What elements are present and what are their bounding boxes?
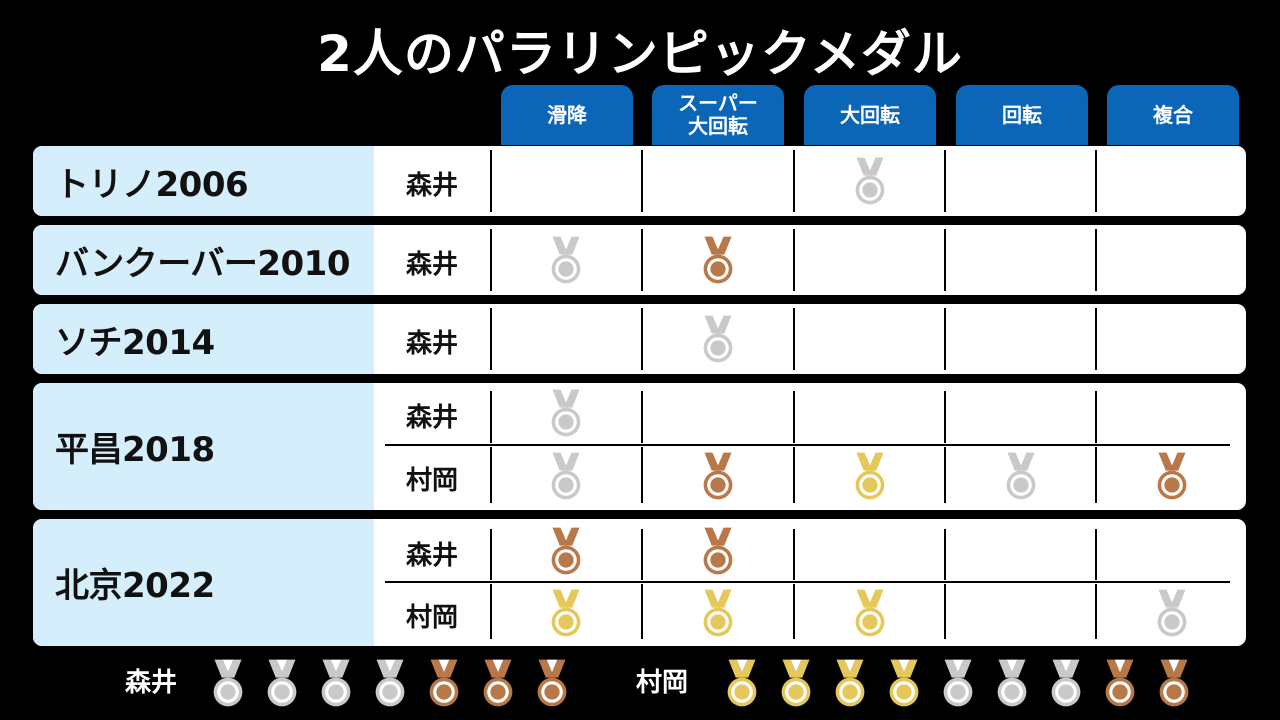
gold-medal-icon bbox=[852, 586, 888, 644]
game-label: ソチ2014 bbox=[33, 304, 374, 374]
column-divider bbox=[641, 308, 643, 370]
column-divider bbox=[1095, 529, 1097, 580]
silver-medal-icon bbox=[548, 449, 584, 507]
gold-medal-icon bbox=[778, 655, 814, 715]
game-row-card: 北京2022 森井村岡 bbox=[33, 519, 1246, 646]
column-divider bbox=[793, 584, 795, 639]
column-divider bbox=[641, 447, 643, 503]
game-label: 平昌2018 bbox=[33, 383, 374, 510]
game-row-card: ソチ2014 森井 bbox=[33, 304, 1246, 374]
athlete-name: 森井 bbox=[405, 250, 458, 280]
column-divider bbox=[641, 150, 643, 212]
column-divider bbox=[641, 391, 643, 443]
column-header-downhill: 滑降 bbox=[501, 85, 633, 145]
silver-medal-icon bbox=[1048, 655, 1084, 715]
totals-athlete-name: 森井 bbox=[125, 668, 178, 698]
column-divider bbox=[490, 447, 492, 503]
column-divider bbox=[793, 308, 795, 370]
column-divider bbox=[490, 529, 492, 580]
column-divider bbox=[944, 529, 946, 580]
silver-medal-icon bbox=[264, 655, 300, 715]
silver-medal-icon bbox=[940, 655, 976, 715]
athlete-name: 森井 bbox=[405, 403, 458, 433]
column-divider bbox=[793, 447, 795, 503]
row-divider bbox=[385, 581, 1230, 583]
gold-medal-icon bbox=[724, 655, 760, 715]
silver-medal-icon bbox=[1003, 449, 1039, 507]
page-title: 2人のパラリンピックメダル bbox=[317, 25, 963, 83]
game-label: バンクーバー2010 bbox=[33, 225, 374, 295]
silver-medal-icon bbox=[1154, 586, 1190, 644]
bronze-medal-icon bbox=[1154, 449, 1190, 507]
column-divider bbox=[490, 584, 492, 639]
column-divider bbox=[1095, 584, 1097, 639]
column-divider bbox=[1095, 229, 1097, 291]
column-divider bbox=[490, 308, 492, 370]
game-row-card: トリノ2006 森井 bbox=[33, 146, 1246, 216]
row-divider bbox=[385, 444, 1230, 446]
athlete-name: 森井 bbox=[405, 329, 458, 359]
column-divider bbox=[1095, 308, 1097, 370]
totals-athlete-name: 村岡 bbox=[636, 668, 689, 698]
column-divider bbox=[793, 229, 795, 291]
gold-medal-icon bbox=[852, 449, 888, 507]
column-header-super-g: スーパー 大回転 bbox=[652, 85, 784, 145]
column-divider bbox=[944, 308, 946, 370]
column-divider bbox=[1095, 150, 1097, 212]
bronze-medal-icon bbox=[426, 655, 462, 715]
column-divider bbox=[1095, 391, 1097, 443]
silver-medal-icon bbox=[210, 655, 246, 715]
bronze-medal-icon bbox=[1102, 655, 1138, 715]
gold-medal-icon bbox=[548, 586, 584, 644]
column-divider bbox=[641, 584, 643, 639]
bronze-medal-icon bbox=[1156, 655, 1192, 715]
column-divider bbox=[793, 529, 795, 580]
bronze-medal-icon bbox=[700, 449, 736, 507]
column-divider bbox=[1095, 447, 1097, 503]
column-divider bbox=[793, 391, 795, 443]
gold-medal-icon bbox=[886, 655, 922, 715]
column-divider bbox=[944, 447, 946, 503]
silver-medal-icon bbox=[994, 655, 1030, 715]
gold-medal-icon bbox=[700, 586, 736, 644]
column-divider bbox=[944, 391, 946, 443]
silver-medal-icon bbox=[548, 386, 584, 444]
game-row-card: バンクーバー2010 森井 bbox=[33, 225, 1246, 295]
game-row-card: 平昌2018 森井村岡 bbox=[33, 383, 1246, 510]
column-header-giant-slalom: 大回転 bbox=[804, 85, 936, 145]
game-label: トリノ2006 bbox=[33, 146, 374, 216]
silver-medal-icon bbox=[318, 655, 354, 715]
column-header-slalom: 回転 bbox=[956, 85, 1088, 145]
column-divider bbox=[944, 150, 946, 212]
bronze-medal-icon bbox=[548, 524, 584, 582]
bronze-medal-icon bbox=[700, 233, 736, 291]
athlete-name: 森井 bbox=[405, 171, 458, 201]
column-divider bbox=[944, 229, 946, 291]
gold-medal-icon bbox=[832, 655, 868, 715]
column-divider bbox=[944, 584, 946, 639]
athlete-name: 森井 bbox=[405, 541, 458, 571]
silver-medal-icon bbox=[852, 154, 888, 212]
column-divider bbox=[490, 150, 492, 212]
game-label: 北京2022 bbox=[33, 519, 374, 646]
column-divider bbox=[641, 529, 643, 580]
column-divider bbox=[641, 229, 643, 291]
silver-medal-icon bbox=[548, 233, 584, 291]
bronze-medal-icon bbox=[480, 655, 516, 715]
athlete-name: 村岡 bbox=[405, 466, 458, 496]
bronze-medal-icon bbox=[700, 524, 736, 582]
athlete-name: 村岡 bbox=[405, 603, 458, 633]
column-divider bbox=[490, 229, 492, 291]
bronze-medal-icon bbox=[534, 655, 570, 715]
column-divider bbox=[490, 391, 492, 443]
silver-medal-icon bbox=[700, 312, 736, 370]
column-header-combined: 複合 bbox=[1107, 85, 1239, 145]
column-divider bbox=[793, 150, 795, 212]
silver-medal-icon bbox=[372, 655, 408, 715]
